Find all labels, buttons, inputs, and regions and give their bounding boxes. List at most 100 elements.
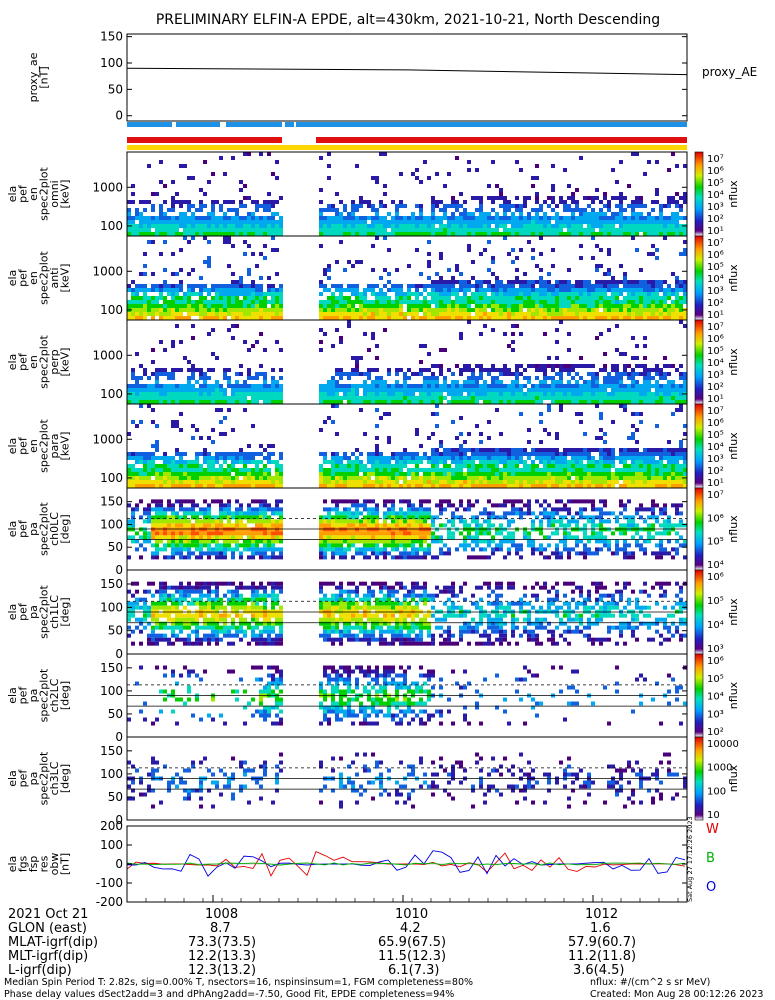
panel-2-colorbar-label: nflux <box>727 264 740 292</box>
panel-8-ylabel-line-2: pa <box>27 772 40 786</box>
panel-7-ylabel-line-4: ch2LC <box>48 678 61 712</box>
panel-8-frame <box>126 736 688 821</box>
panel-2-colorbar-tick-2: 10⁵ <box>707 262 724 273</box>
footer-line-2: Phase delay values dSect2add=3 and dPhAn… <box>4 989 455 1000</box>
panel-0-ytick-label-3: 0 <box>115 109 123 123</box>
panel-4-ylabel-line-3: spec2plot <box>37 419 50 473</box>
panel-1-colorbar-tick-3: 10⁴ <box>707 190 724 201</box>
panel-5-ylabel-line-3: spec2plot <box>37 502 50 556</box>
panel-4-cells <box>127 404 687 488</box>
panel-6-ylabel-line-2: pa <box>27 605 40 619</box>
panel-7-colorbar-tick-3: 10³ <box>707 709 724 720</box>
mlt-1008: 12.2(13.3) <box>188 949 257 964</box>
panel-4-ylabel-line-0: ela <box>6 438 19 455</box>
proxy-ae-line <box>126 67 688 76</box>
panel-3-colorbar-tick-4: 10³ <box>707 370 724 381</box>
panel-5-colorbar-tick-3: 10⁴ <box>707 560 724 571</box>
panel-4-colorbar <box>694 403 704 489</box>
proxy-ae-legend: proxy_AE <box>702 65 757 79</box>
panel-0-ylabel-line-0: proxy_ae <box>27 52 40 102</box>
field-series-O <box>126 850 686 877</box>
panel-5-cells <box>127 499 687 560</box>
panel-7-colorbar <box>694 653 704 738</box>
footer-units: nflux: #/(cm^2 s sr MeV) <box>590 977 711 988</box>
panel-6-colorbar-tick-2: 10⁴ <box>707 620 724 631</box>
panel-3-colorbar-label: nflux <box>727 348 740 376</box>
panel-ela_pef_en_spec2plot_anti: 1000100elapefenspec2plotanti[keV]10⁷10⁶1… <box>6 235 740 321</box>
panel-7-ylabel-line-1: pef <box>16 686 29 705</box>
panel-1-ylabel-line-3: spec2plot <box>37 167 50 221</box>
panel-5-colorbar-label: nflux <box>727 515 740 543</box>
panel-2-ylabel-line-1: pef <box>16 268 29 287</box>
panel-6-colorbar-tick-1: 10⁵ <box>707 596 724 607</box>
time-1010: 1010 <box>395 907 429 922</box>
field-series-B <box>126 862 686 866</box>
panel-4-colorbar-tick-3: 10⁴ <box>707 442 724 453</box>
panel-8-ylabel-line-0: ela <box>6 770 19 787</box>
mlat-1012: 57.9(60.7) <box>568 935 637 950</box>
panel-8-colorbar-tick-2: 100 <box>707 786 726 797</box>
panel-6-ytick-label-1: 100 <box>100 600 123 614</box>
panel-9-ytick-label-1: 100 <box>100 838 123 852</box>
panel-8-ytick-label-3: 0 <box>115 813 123 827</box>
field-legend-W: W <box>706 822 719 837</box>
panel-3-colorbar-tick-2: 10⁵ <box>707 346 724 357</box>
panel-2-cells <box>127 236 687 320</box>
panel-2-ylabel-line-2: en <box>27 271 40 285</box>
row-label-mlt: MLT-igrf(dip) <box>8 949 89 964</box>
panel-0-ylabel-line-1: [nT] <box>37 66 50 88</box>
panel-6-ylabel-line-4: ch1LC <box>48 595 61 629</box>
panel-1-ylabel-line-5: [keV] <box>58 180 71 209</box>
panel-4-ylabel-line-2: en <box>27 439 40 453</box>
panel-6-ytick-label-2: 50 <box>108 624 123 638</box>
panel-9-ytick-label-0: 200 <box>100 819 123 833</box>
mlat-1010: 65.9(67.5) <box>378 935 447 950</box>
ribbon-red-b <box>316 137 687 143</box>
row-label-glon: GLON (east) <box>8 921 87 936</box>
panel-6-ylabel-line-5: [deg] <box>58 597 71 626</box>
panel-1-ytick-label-1: 100 <box>100 219 123 233</box>
panel-4-colorbar-tick-1: 10⁶ <box>707 418 724 429</box>
panel-1-ytick-label-0: 1000 <box>92 180 123 194</box>
panel-7-ylabel-line-3: spec2plot <box>37 668 50 722</box>
panel-2-colorbar-tick-0: 10⁷ <box>707 238 724 249</box>
panel-7-ylabel-line-5: [deg] <box>58 681 71 710</box>
panel-3-ytick-label-1: 100 <box>100 387 123 401</box>
panel-1-ylabel-line-4: omni <box>48 180 61 207</box>
panel-4-ylabel-line-1: pef <box>16 436 29 455</box>
panel-8-colorbar <box>694 736 704 821</box>
panel-1-ylabel-line-2: en <box>27 187 40 201</box>
panel-1-colorbar-label: nflux <box>727 180 740 208</box>
panel-4-ylabel-line-5: [keV] <box>58 432 71 461</box>
panel-7-ytick-label-0: 150 <box>100 661 123 675</box>
panel-5-ytick-label-3: 0 <box>115 563 123 577</box>
panel-3-cells <box>127 320 687 404</box>
panel-6-ytick-label-0: 150 <box>100 577 123 591</box>
ribbon-red-a <box>127 137 282 143</box>
panel-5-colorbar-tick-1: 10⁶ <box>707 513 724 524</box>
panel-3-colorbar-tick-0: 10⁷ <box>707 322 724 333</box>
panel-4-colorbar-label: nflux <box>727 432 740 460</box>
panel-7-ytick-label-2: 50 <box>108 707 123 721</box>
panel-5-colorbar-tick-2: 10⁵ <box>707 537 724 548</box>
panel-6-ylabel-line-1: pef <box>16 602 29 621</box>
panel-9-ylabel-line-0: ela <box>6 856 19 873</box>
panel-4-ylabel-line-4: para <box>48 434 61 459</box>
panel-8-cells <box>127 752 687 809</box>
panel-6-colorbar-tick-0: 10⁶ <box>707 572 724 583</box>
panel-8-ytick-label-0: 150 <box>100 744 123 758</box>
panel-3-colorbar-tick-5: 10² <box>707 382 724 393</box>
panel-1-ylabel-line-1: pef <box>16 184 29 203</box>
ribbon-fgm-segment-2 <box>226 122 282 127</box>
panel-6-ylabel-line-0: ela <box>6 604 19 621</box>
panel-9-ytick-label-3: -100 <box>96 876 123 890</box>
panel-2-ylabel-line-3: spec2plot <box>37 251 50 305</box>
field-legend-O: O <box>706 880 716 895</box>
l-1010: 6.1(7.3) <box>388 963 440 978</box>
ribbon-yellow <box>127 145 687 150</box>
panel-9-ytick-label-4: -200 <box>96 895 123 909</box>
